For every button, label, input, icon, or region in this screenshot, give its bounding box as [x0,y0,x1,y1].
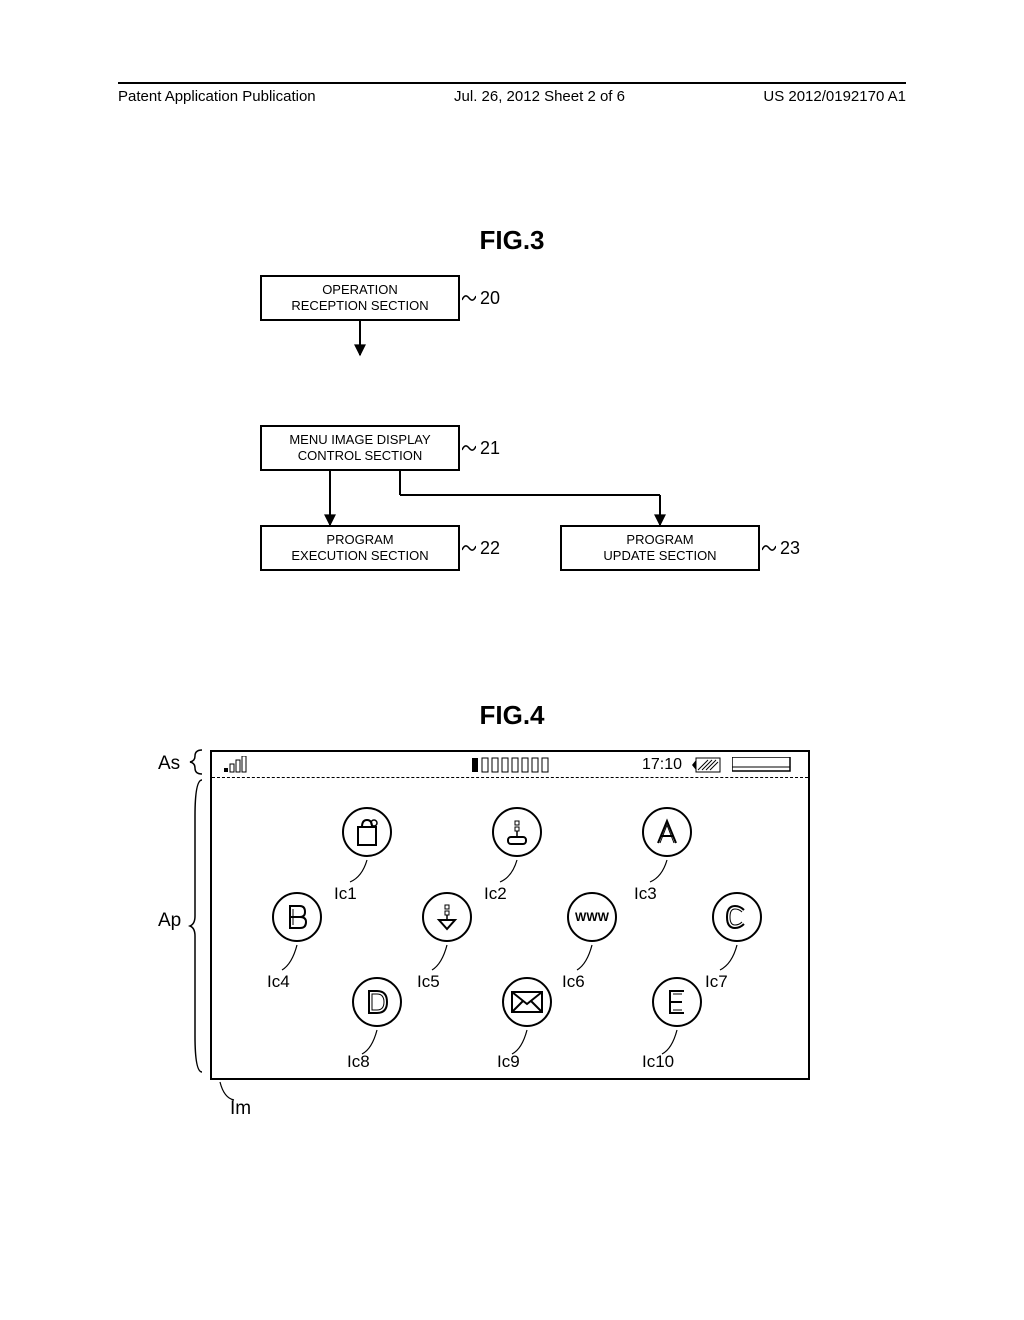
label-ap: Ap [158,910,181,932]
brace-as [188,748,206,778]
label-ic2: Ic2 [484,884,507,904]
label-ic4: Ic4 [267,972,290,992]
label-ic1: Ic1 [334,884,357,904]
label-ic5: Ic5 [417,972,440,992]
header-left: Patent Application Publication [118,88,316,105]
box-program-execution: PROGRAM EXECUTION SECTION [260,525,460,571]
label-ic7: Ic7 [705,972,728,992]
page-header: Patent Application Publication Jul. 26, … [118,82,906,105]
ref-22: 22 [480,538,500,559]
fig3-title: FIG.3 [0,225,1024,256]
box23-line1: PROGRAM [626,532,693,547]
label-ic3: Ic3 [634,884,657,904]
fig4-diagram: As Ap [210,750,810,1100]
label-as: As [158,753,180,775]
label-im: Im [230,1098,251,1120]
label-ic8: Ic8 [347,1052,370,1072]
leader-lines [212,752,812,1082]
box22-line2: EXECUTION SECTION [291,548,428,563]
box22-line1: PROGRAM [326,532,393,547]
box23-line2: UPDATE SECTION [603,548,716,563]
screen-frame: 17:10 [210,750,810,1080]
label-ic10: Ic10 [642,1052,674,1072]
label-ic6: Ic6 [562,972,585,992]
header-center: Jul. 26, 2012 Sheet 2 of 6 [454,88,625,105]
ref-23: 23 [780,538,800,559]
fig4-title: FIG.4 [0,700,1024,731]
box-program-update: PROGRAM UPDATE SECTION [560,525,760,571]
brace-ap [188,776,206,1076]
header-right: US 2012/0192170 A1 [763,88,906,105]
label-ic9: Ic9 [497,1052,520,1072]
fig3-diagram: OPERATION RECEPTION SECTION 20 MENU IMAG… [200,275,824,605]
